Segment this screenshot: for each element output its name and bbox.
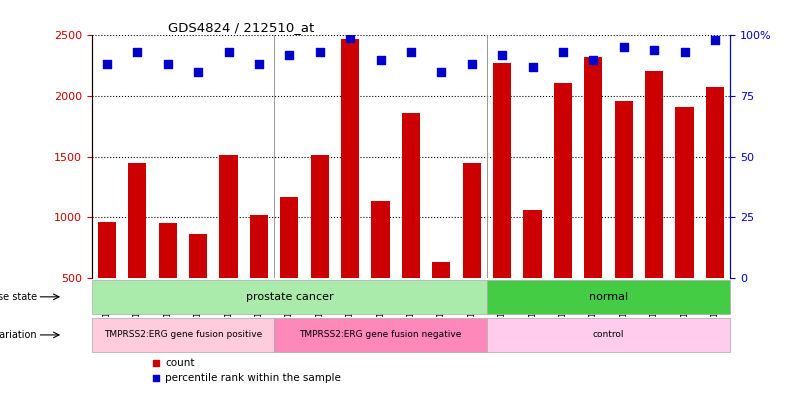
Bar — [614, 101, 633, 278]
Point — [618, 44, 630, 51]
Bar — [275, 318, 487, 352]
Point — [101, 61, 113, 68]
Bar — [554, 83, 572, 278]
Point — [283, 51, 296, 58]
Text: normal: normal — [589, 292, 628, 302]
Bar — [706, 88, 724, 278]
Text: GDS4824 / 212510_at: GDS4824 / 212510_at — [168, 21, 314, 34]
Point — [314, 49, 326, 55]
Bar — [92, 318, 275, 352]
Point — [405, 49, 417, 55]
Point — [465, 61, 478, 68]
Point — [496, 51, 508, 58]
Point — [556, 49, 569, 55]
Point — [526, 64, 539, 70]
Bar — [310, 155, 329, 278]
Bar — [584, 57, 602, 278]
Point — [344, 35, 357, 41]
Point — [648, 47, 661, 53]
Bar — [250, 215, 268, 278]
Bar — [341, 39, 359, 278]
Bar — [189, 234, 207, 278]
Bar — [493, 63, 512, 278]
Text: TMPRSS2:ERG gene fusion positive: TMPRSS2:ERG gene fusion positive — [104, 331, 262, 340]
Bar — [371, 202, 389, 278]
Text: percentile rank within the sample: percentile rank within the sample — [165, 373, 341, 383]
Text: TMPRSS2:ERG gene fusion negative: TMPRSS2:ERG gene fusion negative — [299, 331, 462, 340]
Text: control: control — [593, 331, 624, 340]
Bar — [675, 107, 693, 278]
Point — [222, 49, 235, 55]
Text: disease state: disease state — [0, 292, 38, 302]
Point — [131, 49, 144, 55]
Bar — [98, 222, 116, 278]
Bar — [92, 280, 487, 314]
Bar — [159, 223, 177, 278]
Point — [161, 61, 174, 68]
Bar — [219, 155, 238, 278]
Text: prostate cancer: prostate cancer — [246, 292, 334, 302]
Bar — [402, 113, 420, 278]
Point — [149, 360, 162, 366]
Point — [253, 61, 266, 68]
Text: count: count — [165, 358, 195, 368]
Bar — [128, 163, 147, 278]
Bar — [645, 70, 663, 278]
Point — [678, 49, 691, 55]
Point — [149, 375, 162, 382]
Point — [587, 57, 600, 63]
Bar — [463, 163, 481, 278]
Point — [435, 69, 448, 75]
Bar — [487, 280, 730, 314]
Point — [709, 37, 721, 43]
Text: genotype/variation: genotype/variation — [0, 330, 38, 340]
Point — [192, 69, 204, 75]
Bar — [523, 210, 542, 278]
Bar — [280, 196, 298, 278]
Bar — [487, 318, 730, 352]
Bar — [433, 262, 451, 278]
Point — [374, 57, 387, 63]
